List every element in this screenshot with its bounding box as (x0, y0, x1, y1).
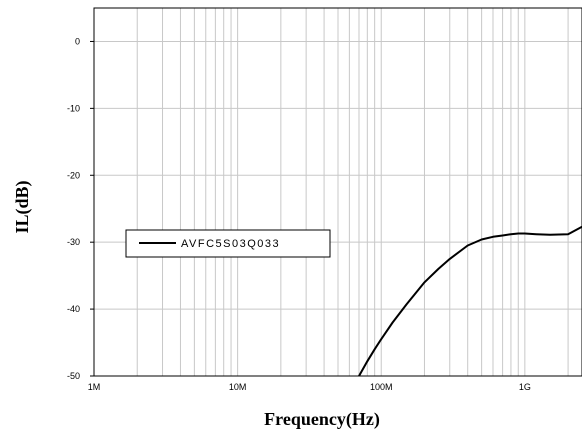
legend: AVFC5S03Q033 (125, 229, 331, 258)
x-tick-label: 1M (88, 382, 101, 392)
x-tick-label: 100M (370, 382, 393, 392)
series-layer (358, 225, 582, 377)
tick-labels: 0 -10 -20 -30 -40 -50 1M 10M 100M 1G (67, 36, 531, 392)
x-tick-label: 10M (229, 382, 247, 392)
y-tick-label: -10 (67, 103, 80, 113)
grid-lines (93, 8, 582, 377)
x-tick-label: 1G (519, 382, 531, 392)
series-line (358, 225, 582, 377)
y-tick-label: -20 (67, 170, 80, 180)
x-axis-title: Frequency(Hz) (264, 409, 380, 430)
legend-box (125, 229, 331, 258)
plot-area-frame (93, 7, 582, 377)
y-axis-title: IL(dB) (12, 180, 33, 233)
y-tick-label: 0 (75, 36, 80, 46)
y-tick-label: -30 (67, 237, 80, 247)
y-tick-label: -40 (67, 304, 80, 314)
legend-label: AVFC5S03Q033 (181, 238, 280, 250)
y-tick-label: -50 (67, 371, 80, 381)
